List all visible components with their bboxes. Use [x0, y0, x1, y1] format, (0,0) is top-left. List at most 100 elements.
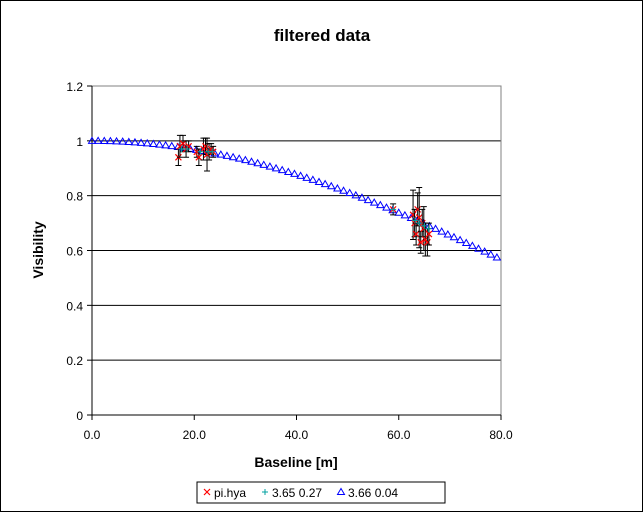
model-point: [351, 190, 361, 199]
model-point: [130, 137, 140, 146]
data-point: [178, 146, 185, 153]
y-axis: 0 0.2 0.4 0.6 0.8 1 1.2: [66, 80, 93, 423]
x-tick-label: 80.0: [489, 428, 513, 442]
legend: pi.hya 3.65 0.27 3.66 0.04: [196, 481, 446, 504]
model-point: [486, 250, 496, 258]
model-point: [443, 229, 453, 238]
y-tick-label: 0: [76, 409, 83, 423]
x-tick-label: 0.0: [84, 428, 101, 442]
data-point: [195, 153, 203, 161]
legend-marker: [262, 489, 268, 495]
model-point: [234, 154, 244, 162]
model-point: [265, 162, 275, 170]
model-point: [142, 138, 152, 147]
model-point: [87, 136, 97, 144]
data-point: [412, 217, 419, 224]
model-point: [290, 169, 299, 177]
model-point: [333, 184, 342, 192]
model-point: [277, 165, 287, 174]
model-point: [161, 140, 170, 149]
data-marks: [87, 134, 502, 261]
y-tick-label: 0.6: [66, 245, 83, 259]
model-point: [106, 136, 115, 145]
data-point: [425, 230, 433, 238]
model-point: [148, 139, 158, 147]
gridlines: [92, 85, 501, 361]
model-point: [308, 175, 318, 183]
model-point: [369, 198, 379, 206]
model-point: [363, 195, 373, 204]
model-point: [112, 136, 121, 145]
series-fit: [178, 146, 432, 232]
model-point: [400, 210, 410, 219]
model-point: [467, 241, 477, 249]
data-point: [417, 238, 425, 246]
model-point: [259, 160, 269, 168]
y-tick-label: 1: [76, 135, 83, 149]
y-tick-label: 0.2: [66, 354, 83, 368]
model-point: [461, 238, 471, 246]
data-point: [179, 140, 187, 147]
model-point: [382, 203, 391, 211]
model-point: [99, 136, 109, 144]
model-point: [216, 150, 226, 158]
model-point: [357, 193, 367, 201]
model-point: [320, 179, 330, 188]
model-point: [339, 186, 348, 194]
model-point: [492, 253, 502, 261]
y-tick-label: 0.8: [66, 190, 83, 204]
legend-marker: [203, 488, 211, 496]
legend-marker: [336, 487, 346, 495]
model-point: [296, 171, 305, 179]
model-point: [136, 138, 146, 146]
legend-label: pi.hya: [214, 486, 246, 500]
model-point: [480, 247, 490, 255]
model-point: [247, 157, 256, 165]
model-point: [253, 158, 263, 167]
data-point: [184, 146, 191, 153]
model-point: [222, 151, 232, 159]
model-point: [326, 181, 336, 190]
model-point: [228, 152, 238, 161]
x-axis: 0.0 20.0 40.0 60.0 80.0: [84, 414, 513, 442]
series-measured: [174, 134, 433, 257]
y-axis-title: Visibility: [30, 221, 46, 279]
legend-label: 3.65 0.27: [272, 486, 322, 500]
model-point: [375, 200, 385, 209]
model-point: [345, 188, 355, 197]
model-point: [431, 224, 440, 232]
data-point: [209, 148, 216, 155]
data-point: [197, 148, 204, 155]
x-tick-label: 60.0: [387, 428, 411, 442]
series-model: [87, 136, 502, 261]
model-point: [155, 140, 164, 148]
x-tick-label: 40.0: [285, 428, 309, 442]
legend-label: 3.66 0.04: [348, 486, 398, 500]
model-point: [314, 177, 324, 185]
x-tick-label: 20.0: [183, 428, 207, 442]
y-tick-label: 0.4: [66, 299, 83, 313]
model-point: [283, 167, 293, 176]
data-point: [416, 220, 423, 227]
model-point: [449, 232, 459, 241]
model-point: [474, 244, 483, 252]
model-point: [118, 137, 128, 145]
data-point: [415, 214, 423, 222]
model-point: [167, 141, 177, 150]
data-point: [425, 225, 432, 232]
data-point: [421, 222, 428, 229]
y-tick-label: 1.2: [66, 80, 83, 94]
legend-box: [196, 481, 446, 504]
model-point: [302, 173, 312, 181]
model-point: [241, 155, 250, 164]
model-point: [93, 136, 103, 144]
model-point: [455, 235, 465, 244]
data-point: [412, 230, 420, 238]
model-point: [394, 208, 404, 216]
x-axis-title: Baseline [m]: [254, 454, 337, 470]
model-point: [437, 227, 447, 235]
model-point: [271, 163, 281, 172]
model-point: [124, 137, 134, 145]
